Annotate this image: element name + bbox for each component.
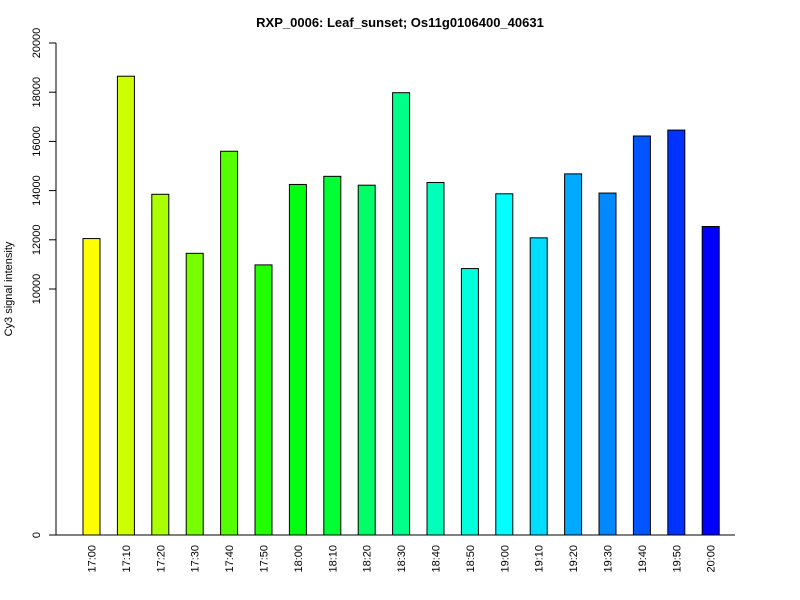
x-tick-label: 17:50 [259, 545, 271, 573]
bars-group [82, 75, 720, 536]
bar-1710 [116, 75, 135, 536]
bar-1820 [357, 184, 376, 536]
x-tick-label: 17:30 [190, 545, 202, 573]
bar-1940 [632, 135, 651, 536]
x-tick-label: 19:00 [499, 545, 511, 573]
bar-2000 [701, 226, 720, 536]
y-tick-label: 12000 [31, 225, 43, 256]
bar-1930 [598, 192, 617, 536]
x-tick-label: 19:20 [568, 545, 580, 573]
bar-1840 [426, 181, 445, 536]
bar-1740 [220, 150, 239, 536]
bar-1850 [460, 268, 479, 536]
y-tick-label: 10000 [31, 274, 43, 305]
x-tick-label: 18:30 [396, 545, 408, 573]
x-tick-label: 17:00 [87, 545, 99, 573]
x-tick-label: 20:00 [706, 545, 718, 573]
y-tick-label: 0 [31, 532, 43, 538]
bar-1800 [288, 183, 307, 536]
x-tick-label: 18:00 [293, 545, 305, 573]
bar-1750 [254, 264, 273, 536]
y-axis-label: Cy3 signal intensity [3, 241, 15, 336]
x-tick-label: 18:50 [465, 545, 477, 573]
x-tick-label: 19:50 [671, 545, 683, 573]
y-axis-ticks: 0 10000 12000 14000 16000 18000 20000 [31, 28, 56, 538]
bar-1900 [495, 193, 514, 536]
x-tick-label: 18:10 [327, 545, 339, 573]
bar-1730 [185, 252, 204, 536]
bar-1910 [529, 237, 548, 536]
bar-1920 [564, 173, 583, 536]
x-tick-label: 19:30 [603, 545, 615, 573]
x-tick-label: 17:20 [155, 545, 167, 573]
x-tick-label: 17:10 [121, 545, 133, 573]
x-axis-tick-labels: 17:00 17:10 17:20 17:30 17:40 17:50 18:00 18:10… [87, 545, 718, 573]
y-tick-label: 20000 [31, 28, 43, 59]
bar-1720 [151, 193, 170, 536]
y-tick-label: 18000 [31, 77, 43, 108]
x-tick-label: 19:40 [637, 545, 649, 573]
x-tick-label: 18:20 [362, 545, 374, 573]
y-tick-label: 16000 [31, 126, 43, 157]
y-tick-label: 14000 [31, 175, 43, 206]
chart-title: RXP_0006: Leaf_sunset; Os11g0106400_4063… [256, 15, 544, 30]
x-tick-label: 18:40 [431, 545, 443, 573]
bar-1830 [392, 92, 411, 536]
bar-1700 [82, 238, 101, 536]
bar-1810 [323, 175, 342, 536]
x-tick-label: 19:10 [534, 545, 546, 573]
x-tick-label: 17:40 [224, 545, 236, 573]
bar-1950 [667, 129, 686, 536]
